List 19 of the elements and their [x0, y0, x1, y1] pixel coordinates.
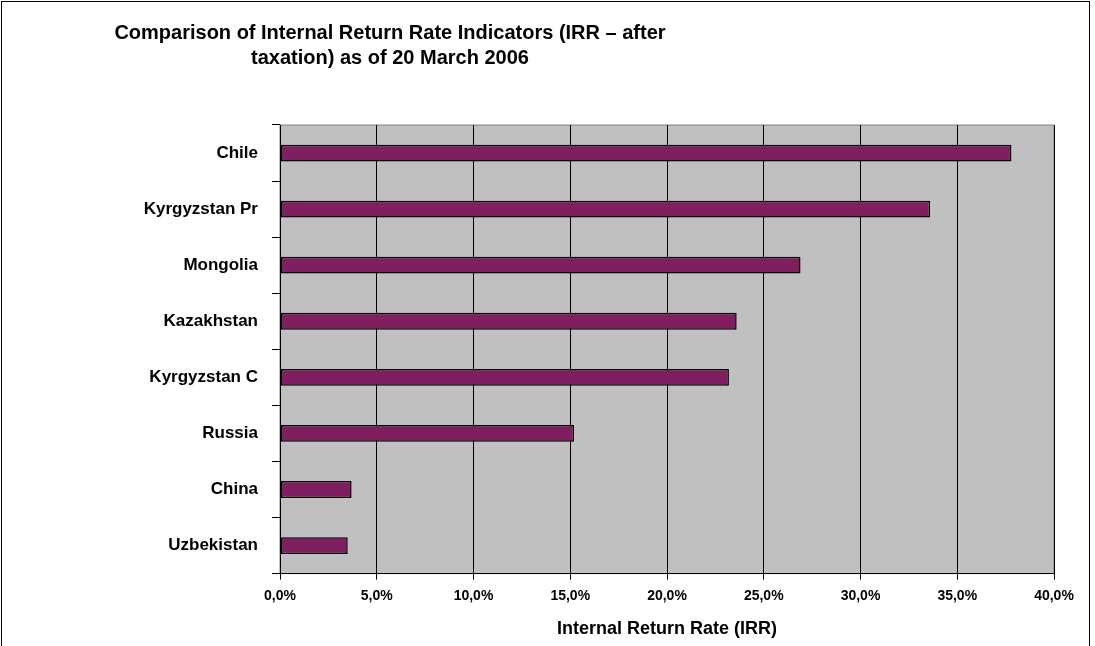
y-tick-label: Russia [202, 423, 259, 443]
y-tick-label: Mongolia [183, 254, 259, 274]
y-tick-label: Kyrgyzstan C [149, 367, 258, 387]
y-tick-label: China [210, 479, 259, 499]
y-tick-label: Chile [216, 142, 258, 162]
y-tick-label: Uzbekistan [168, 535, 258, 555]
x-tick-label: 10,0% [453, 586, 494, 603]
y-tick-label: Kazakhstan [163, 310, 258, 330]
x-tick-label: 30,0% [840, 586, 881, 603]
x-tick-label: 20,0% [647, 586, 688, 603]
chart-title: Comparison of Internal Return Rate Indicators (IRR – after taxation) as of 20 March 2006 [113, 20, 667, 70]
x-axis-title: Internal Return Rate (IRR) [556, 618, 778, 639]
y-tick-label: Kyrgyzstan Pr [143, 198, 259, 218]
x-tick-label: 15,0% [550, 586, 591, 603]
x-tick-label: 0,0% [264, 586, 297, 603]
x-tick-label: 5,0% [360, 586, 394, 603]
x-tick-label: 40,0% [1034, 586, 1075, 603]
x-tick-label: 25,0% [743, 586, 785, 603]
x-tick-label: 35,0% [937, 586, 978, 603]
